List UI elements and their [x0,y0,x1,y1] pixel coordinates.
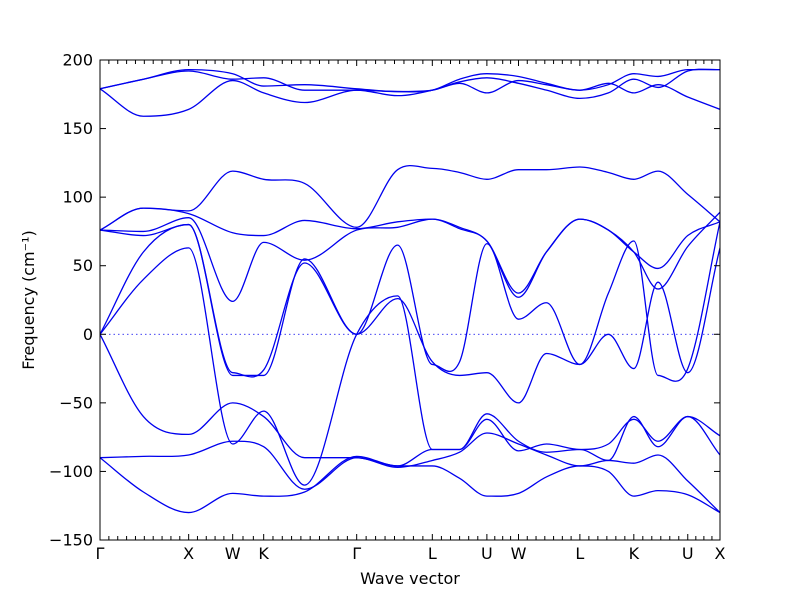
x-tick-label: X [715,544,726,563]
x-tick-label: U [682,544,694,563]
band-line-12 [100,68,720,93]
x-tick-label: Γ [96,544,105,563]
band-line-5 [100,223,720,404]
x-tick-label: X [183,544,194,563]
x-tick-label: K [258,544,269,563]
band-line-8 [100,207,720,294]
band-line-1 [100,455,720,514]
band-line-4 [100,247,720,486]
y-tick-label: 200 [62,51,93,70]
x-tick-label: L [575,544,584,563]
x-tick-label: U [481,544,493,563]
y-tick-label: 0 [83,325,93,344]
x-tick-label: Γ [352,544,361,563]
band-line-2 [100,432,720,514]
y-tick-label: −150 [49,531,93,550]
phonon-bands [100,68,720,514]
plot-frame [99,59,721,541]
y-axis-title: Frequency (cm⁻¹) [19,230,38,369]
band-line-3 [100,333,720,467]
y-tick-label: −100 [49,462,93,481]
x-tick-label: W [511,544,527,563]
x-axis-title: Wave vector [360,569,460,588]
band-line-10 [100,79,720,117]
y-tick-label: 50 [73,256,93,275]
x-tick-label: L [428,544,437,563]
band-line-6 [100,221,720,382]
y-tick-label: −50 [59,393,93,412]
x-tick-label: W [225,544,241,563]
y-axis: −150 −100 −50 0 50 100 150 200 [49,51,720,550]
band-line-7 [100,211,720,303]
y-tick-label: 150 [62,119,93,138]
band-line-11 [100,68,720,100]
band-line-9 [100,164,720,231]
x-tick-label: K [629,544,640,563]
y-tick-label: 100 [62,188,93,207]
